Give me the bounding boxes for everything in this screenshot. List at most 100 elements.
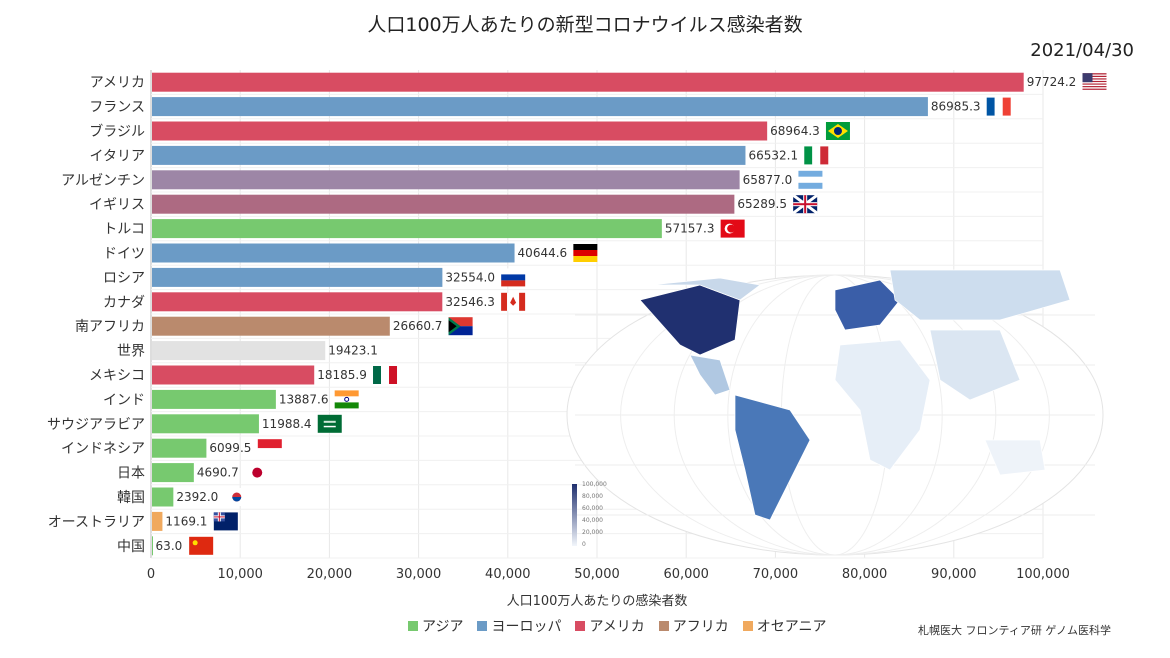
flag-part bbox=[344, 396, 350, 402]
category-label: 中国 bbox=[117, 539, 145, 555]
map-scale-tick: 80,000 bbox=[582, 493, 603, 500]
map-region-canada bbox=[649, 277, 761, 301]
map-region-south-america bbox=[734, 394, 811, 521]
bar-17 bbox=[152, 487, 174, 507]
flag-part bbox=[986, 97, 995, 116]
legend-item-asia: アジア bbox=[408, 616, 463, 636]
map-scale-tick: 20,000 bbox=[582, 529, 603, 536]
category-label: イタリア bbox=[90, 148, 145, 164]
flag-part bbox=[510, 296, 517, 306]
flag-part bbox=[573, 256, 598, 262]
flag-part bbox=[1082, 73, 1107, 75]
x-tick-label: 90,000 bbox=[931, 567, 977, 582]
category-label: フランス bbox=[89, 100, 145, 116]
flag-part bbox=[1082, 83, 1107, 85]
flag-part bbox=[448, 320, 457, 333]
germany-flag bbox=[573, 244, 598, 262]
x-tick-label: 10,000 bbox=[217, 567, 263, 582]
bar-3 bbox=[152, 145, 746, 165]
credit-text: 札幌医大 フロンティア研 ゲノム医科学 bbox=[918, 624, 1112, 637]
legend: アジア ヨーロッパ アメリカ アフリカ オセアニア bbox=[408, 616, 827, 636]
flag-part bbox=[798, 176, 823, 183]
map-scale-tick: 100,000 bbox=[582, 481, 607, 488]
flag-part bbox=[1002, 97, 1011, 116]
value-label: 11988.4 bbox=[262, 417, 312, 431]
flag-part bbox=[252, 467, 263, 478]
value-label: 66532.1 bbox=[748, 148, 798, 162]
value-label: 2392.0 bbox=[176, 490, 218, 504]
bar-10 bbox=[152, 316, 390, 336]
flag-part bbox=[798, 182, 823, 189]
flag-part bbox=[373, 366, 382, 384]
category-label: サウジアラビア bbox=[47, 417, 145, 433]
bar-5 bbox=[152, 194, 735, 214]
flag-part bbox=[189, 536, 214, 555]
category-label: ブラジル bbox=[89, 123, 145, 140]
category-label: イギリス bbox=[89, 197, 145, 213]
flag-part bbox=[519, 292, 526, 311]
flag-part bbox=[793, 203, 818, 206]
map-region-mexico-central-america bbox=[689, 354, 731, 396]
map-scale-tick: 0 bbox=[582, 541, 586, 548]
x-tick-label: 40,000 bbox=[485, 567, 531, 582]
flag-part bbox=[323, 420, 336, 423]
world-map: 100,000 80,000 60,000 40,000 20,000 0 bbox=[566, 269, 1104, 556]
x-tick-label: 80,000 bbox=[842, 567, 888, 582]
x-axis-label: 人口100万人あたりの感染者数 bbox=[506, 594, 688, 609]
flag-part bbox=[448, 317, 473, 327]
legend-item-oceania: オセアニア bbox=[742, 616, 827, 636]
flag-part bbox=[994, 97, 1003, 116]
bar-16 bbox=[152, 463, 194, 483]
bar-0 bbox=[152, 72, 1024, 92]
x-tick-label: 50,000 bbox=[574, 567, 620, 582]
bar-12 bbox=[152, 365, 315, 385]
x-tick-label: 30,000 bbox=[396, 567, 442, 582]
flag-part bbox=[1082, 73, 1093, 83]
south-africa-flag bbox=[448, 317, 473, 336]
date-label: 2021/04/30 bbox=[1030, 40, 1134, 61]
argentina-flag bbox=[798, 170, 823, 189]
value-label: 1169.1 bbox=[165, 514, 207, 528]
flag-part bbox=[501, 274, 526, 281]
category-label: 日本 bbox=[117, 466, 145, 482]
flag-part bbox=[192, 540, 198, 546]
x-tick-label: 0 bbox=[147, 567, 155, 582]
bar-7 bbox=[152, 243, 515, 263]
flag-part bbox=[573, 250, 598, 256]
value-label: 32554.0 bbox=[445, 270, 495, 284]
flag-part bbox=[1082, 87, 1107, 89]
bar-4 bbox=[152, 170, 740, 190]
bar-chart: 0 10,000 20,000 30,000 40,000 50,000 60,000 70,… bbox=[47, 70, 1107, 582]
russia-flag bbox=[501, 268, 526, 287]
mexico-flag bbox=[373, 366, 398, 384]
bar-1 bbox=[152, 97, 928, 117]
bar-18 bbox=[152, 511, 163, 531]
value-label: 32546.3 bbox=[445, 295, 495, 309]
flag-part bbox=[381, 366, 390, 384]
brazil-flag bbox=[825, 122, 850, 140]
flag-part bbox=[501, 292, 508, 311]
korea-flag bbox=[224, 488, 249, 506]
india-flag bbox=[334, 390, 359, 409]
flag-part bbox=[1082, 80, 1107, 83]
legend-item-europe: ヨーロッパ bbox=[477, 616, 561, 636]
flag-part bbox=[334, 402, 359, 409]
flag-part bbox=[257, 448, 282, 458]
x-tick-label: 100,000 bbox=[1016, 567, 1070, 582]
value-label: 13887.6 bbox=[279, 392, 329, 406]
flag-part bbox=[501, 268, 526, 275]
value-label: 65289.5 bbox=[737, 197, 787, 211]
category-label: メキシコ bbox=[89, 368, 145, 384]
bar-13 bbox=[152, 389, 276, 409]
bar-2 bbox=[152, 121, 768, 141]
value-label: 57157.3 bbox=[665, 222, 715, 236]
flag-part bbox=[1082, 79, 1107, 81]
flag-part bbox=[812, 146, 821, 165]
flag-part bbox=[213, 516, 225, 518]
category-label: オーストラリア bbox=[48, 514, 145, 530]
category-label: インドネシア bbox=[61, 441, 145, 457]
flag-part bbox=[1082, 77, 1107, 79]
flag-part bbox=[833, 127, 842, 135]
japan-flag bbox=[245, 463, 270, 482]
canada-flag bbox=[501, 292, 526, 311]
